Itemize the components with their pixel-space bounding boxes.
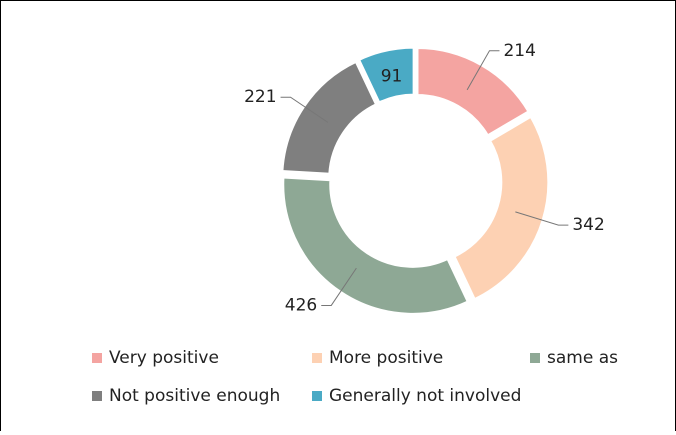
donut-segment <box>451 114 551 302</box>
legend-swatch <box>92 391 102 401</box>
leader-line <box>280 96 329 123</box>
legend-label: same as <box>547 348 618 368</box>
leader-line <box>515 211 569 226</box>
data-label: 221 <box>244 87 276 107</box>
data-label: 426 <box>285 295 317 315</box>
data-label: 91 <box>381 67 403 87</box>
legend-label: Not positive enough <box>109 386 280 406</box>
legend-swatch <box>530 353 540 363</box>
legend-label: More positive <box>329 348 443 368</box>
legend-swatch <box>312 353 322 363</box>
data-label: 214 <box>503 41 535 61</box>
donut-segment <box>356 45 416 105</box>
leader-line <box>466 50 500 91</box>
leader-line <box>321 267 357 306</box>
legend-swatch <box>92 353 102 363</box>
legend-label: Very positive <box>109 348 219 368</box>
data-label: 342 <box>572 215 604 235</box>
legend-label: Generally not involved <box>329 386 521 406</box>
donut-segment <box>280 59 379 176</box>
legend-swatch <box>312 391 322 401</box>
donut-segment <box>281 175 471 316</box>
donut-segment <box>415 46 532 139</box>
